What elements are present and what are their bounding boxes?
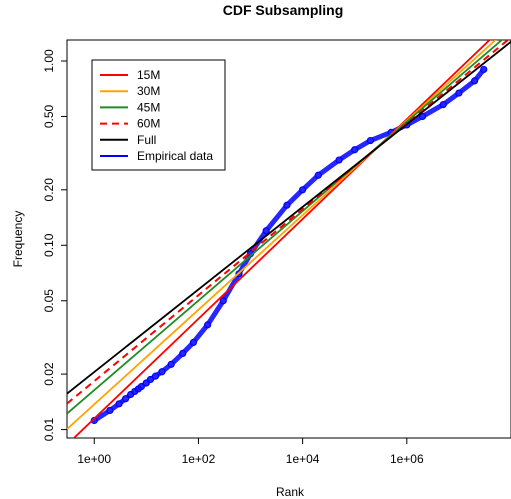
legend-15m-label: 15M [137,68,160,82]
legend-empirical-data-label: Empirical data [137,149,213,163]
y-tick-label: 0.50 [42,104,56,128]
y-axis-label: Frequency [11,211,25,268]
chart-title: CDF Subsampling [223,2,344,18]
y-tick-label: 0.20 [42,178,56,202]
x-axis-label: Rank [276,485,305,499]
legend-box [91,59,226,171]
series-full-line [67,41,511,395]
y-tick-label: 1.00 [42,49,56,73]
y-tick-label: 0.02 [42,362,56,386]
x-tick-label: 1e+06 [390,452,424,466]
series-15m-line [72,40,491,438]
x-tick-label: 1e+00 [77,452,111,466]
y-tick-label: 0.05 [42,289,56,313]
legend-60m-label: 60M [137,117,160,131]
legend-full-label: Full [137,133,156,147]
y-tick-label: 0.10 [42,233,56,257]
legend: 15M 30M 45M 60M Full Empirical data [91,59,226,171]
legend-45m-label: 45M [137,100,160,114]
x-tick-label: 1e+02 [182,452,216,466]
y-tick-label: 0.01 [42,418,56,442]
series-layer [67,40,511,438]
axis-layer: 1e+00 1e+02 1e+04 1e+06 0.01 0.02 0.05 0.10 0.20… [42,49,424,466]
series-45m-line [67,40,504,415]
series-30m-line [67,40,497,430]
legend-30m-label: 30M [137,84,160,98]
x-tick-label: 1e+04 [286,452,320,466]
